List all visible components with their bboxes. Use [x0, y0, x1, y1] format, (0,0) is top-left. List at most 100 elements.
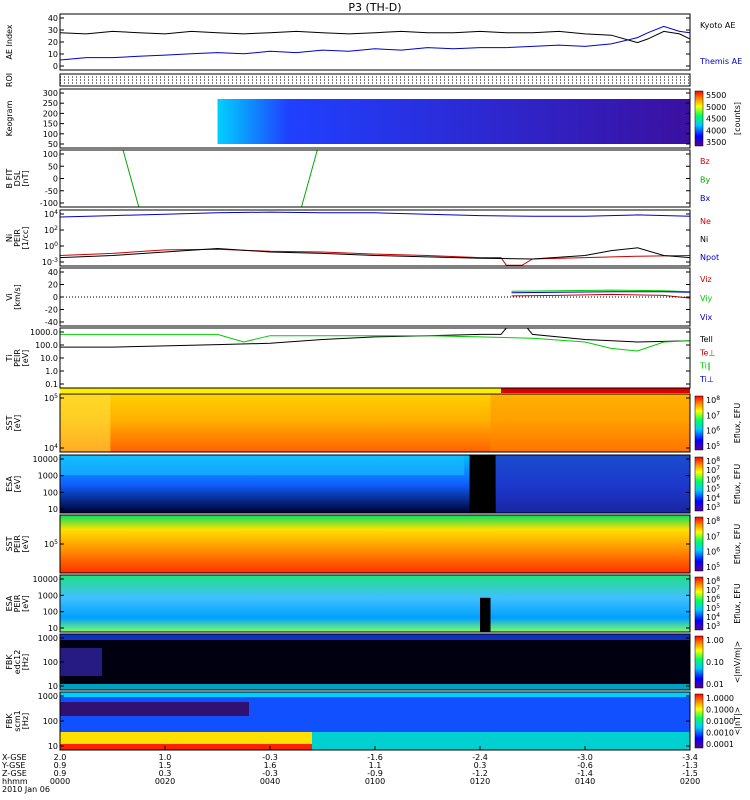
cbtick-sst_e-3: 105	[706, 441, 720, 452]
legend-bfit-0: Bz	[700, 157, 710, 166]
ylabel-vi-0: Vi	[5, 293, 14, 301]
yticklabel-keogram-2: 150	[43, 120, 58, 129]
cbtick-sst_i-3: 105	[706, 562, 720, 573]
cbtick-sst_e-0: 108	[706, 395, 720, 406]
yticklabel-ti-1: 1.0	[45, 367, 58, 376]
legend-ti-3: Ti⊥	[699, 375, 714, 384]
cbtick-sst_e-2: 106	[706, 425, 720, 436]
cbtick-esa_i-0: 108	[706, 576, 720, 587]
sst-ion-spectrogram	[60, 515, 690, 573]
xrow-0-4: -2.4	[472, 753, 488, 762]
date-label: 2010 Jan 06	[2, 785, 50, 794]
esa-ion-gap	[480, 597, 491, 632]
cbtick-fbk_scm-4: 0.0001	[706, 740, 734, 749]
xrow-1-2: 1.6	[264, 761, 277, 770]
yticklabel-vi-3: 20	[48, 281, 58, 290]
cbtick-esa_i-2: 106	[706, 594, 720, 605]
yticklabel-bfit-1: -50	[45, 187, 58, 196]
xrow-1-4: 0.3	[474, 761, 487, 770]
cblabel-fbk_scm: <|nT|>	[733, 707, 742, 736]
colorbar-fbk_scm	[694, 693, 704, 749]
panel-frame-sst_e	[59, 393, 691, 453]
panel-frame-keogram	[59, 88, 691, 149]
yticklabel-ti-2: 10.0	[40, 354, 58, 363]
ylabel-keogram-0: Keogram	[5, 100, 14, 136]
ylabel-esa_i-2: [eV]	[21, 595, 30, 612]
xrow-2-3: -0.9	[367, 769, 383, 778]
yticklabel-esa_i-3: 10000	[33, 575, 58, 584]
sst-electron-right-band	[490, 394, 690, 452]
yticklabel-keogram-5: 300	[43, 89, 58, 98]
panel-frame-ni	[59, 209, 691, 267]
cbtick-fbk_e12-0: 1.00	[706, 636, 724, 645]
ylabel-fbk_scm-0: FBK	[5, 713, 14, 729]
legend-vi-1: Viy	[700, 294, 713, 303]
legend-ti-0: Tell	[699, 335, 713, 344]
cbtick-esa_e-2: 106	[706, 474, 720, 485]
keogram-image	[217, 99, 690, 144]
ylabel-fbk_scm-1: scm1	[13, 710, 22, 731]
sst-electron-spectrogram	[60, 394, 690, 452]
esa-electron-gap	[469, 455, 496, 513]
ylabel-ae-0: AE Index	[5, 24, 14, 59]
cbtick-keogram-3: 4000	[706, 126, 726, 135]
ylabel-bfit-1: DSL	[13, 170, 22, 186]
yticklabel-ni-2: 102	[44, 225, 58, 236]
yticklabel-ni-0: 10-3	[42, 257, 58, 268]
cbtick-fbk_scm-3: 0.0010	[706, 729, 734, 738]
cbtick-fbk_e12-1: 0.10	[706, 658, 724, 667]
legend-vi-0: Viz	[700, 275, 712, 284]
cblabel-sst_e: Eflux, EFU	[733, 403, 742, 444]
ylabel-ni-0: Ni	[5, 234, 14, 242]
ylabel-ni-2: [1/cc]	[21, 227, 30, 250]
ylabel-roi-0: ROI	[5, 73, 14, 87]
series-ti-2	[60, 333, 691, 352]
fbk-efield-early	[60, 648, 102, 676]
xrow-label-1: Y-GSE	[1, 761, 25, 770]
panel-frame-bfit	[59, 149, 691, 208]
series-ae-0	[59, 30, 691, 44]
xrow-label-0: X-GSE	[2, 753, 27, 762]
xrow-1-1: 1.5	[159, 761, 172, 770]
cbtick-esa_e-0: 108	[706, 456, 720, 467]
legend-bfit-2: Bx	[700, 194, 710, 203]
cblabel-keogram: [counts]	[733, 102, 742, 135]
yticklabel-vi-1: -20	[45, 306, 58, 315]
xrow-2-1: 0.3	[159, 769, 172, 778]
yticklabel-keogram-1: 100	[43, 130, 58, 139]
yticklabel-ti-3: 100.0	[35, 341, 58, 350]
ylabel-ti-2: [eV]	[21, 350, 30, 367]
xrow-0-2: -0.3	[262, 753, 278, 762]
cbtick-esa_e-4: 104	[706, 492, 720, 503]
fbk-scm-low-red	[60, 744, 312, 750]
fbk-efield-top-band	[60, 634, 690, 640]
esa-electron-band	[60, 455, 465, 476]
esa-ion-spectrogram	[60, 575, 690, 632]
panel-frame-roi	[59, 73, 691, 87]
fbk-scm-early-band	[60, 702, 249, 716]
yticklabel-ni-3: 104	[44, 209, 58, 220]
region-bar-yellow	[60, 388, 501, 393]
yticklabel-ti-4: 1000.0	[30, 328, 58, 337]
fbk-scm-low-cyan	[312, 732, 690, 750]
yticklabel-fbk_scm-1: 100	[43, 717, 58, 726]
yticklabel-esa_i-2: 1000	[38, 591, 58, 600]
ylabel-esa_i-0: ESA	[5, 595, 14, 611]
xrow-0-3: -1.6	[367, 753, 383, 762]
xrow-0-5: -3.0	[577, 753, 593, 762]
legend-ae-0: Kyoto AE	[700, 21, 735, 30]
yticklabel-fbk_e12-0: 10	[48, 682, 58, 691]
cblabel-esa_i: Eflux, EFU	[733, 583, 742, 624]
xrow-0-1: 1.0	[159, 753, 172, 762]
yticklabel-ae-1: 10	[48, 50, 58, 59]
yticklabel-keogram-3: 200	[43, 109, 58, 118]
ylabel-sst_e-1: [eV]	[13, 415, 22, 432]
ylabel-sst_e-0: SST	[5, 415, 14, 430]
colorbar-keogram	[694, 90, 704, 147]
yticklabel-esa_e-1: 100	[43, 488, 58, 497]
yticklabel-ae-2: 20	[48, 38, 58, 47]
sst-electron-left-band	[60, 394, 111, 452]
yticklabel-fbk_e12-1: 100	[43, 658, 58, 667]
cbtick-esa_e-5: 103	[706, 502, 720, 513]
